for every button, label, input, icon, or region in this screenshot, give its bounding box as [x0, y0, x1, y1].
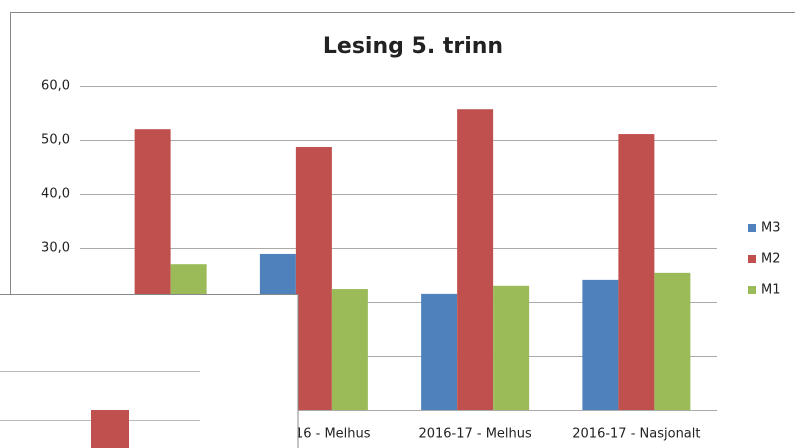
legend-swatch [748, 255, 756, 263]
bar [618, 134, 655, 410]
y-tick-label: 50,0 [41, 133, 70, 148]
legend-label: M3 [761, 221, 781, 236]
window-bar [91, 410, 129, 448]
x-tick-label: 2016-17 - Melhus [418, 427, 532, 442]
legend-label: M1 [761, 283, 781, 298]
overlapping-window [0, 294, 299, 448]
bar [493, 285, 530, 410]
bar [457, 109, 494, 410]
legend-swatch [748, 224, 756, 232]
chart-title: Lesing 5. trinn [323, 34, 503, 59]
y-tick-label: 30,0 [41, 241, 70, 256]
bar [421, 293, 458, 410]
bar [654, 272, 691, 410]
bar [295, 147, 332, 410]
legend-label: M2 [761, 252, 781, 267]
bar [582, 279, 619, 410]
bar [331, 289, 368, 410]
legend-swatch [748, 286, 756, 294]
x-tick-label: 2016-17 - Nasjonalt [572, 427, 700, 442]
y-tick-label: 60,0 [41, 79, 70, 94]
y-tick-label: 40,0 [41, 187, 70, 202]
